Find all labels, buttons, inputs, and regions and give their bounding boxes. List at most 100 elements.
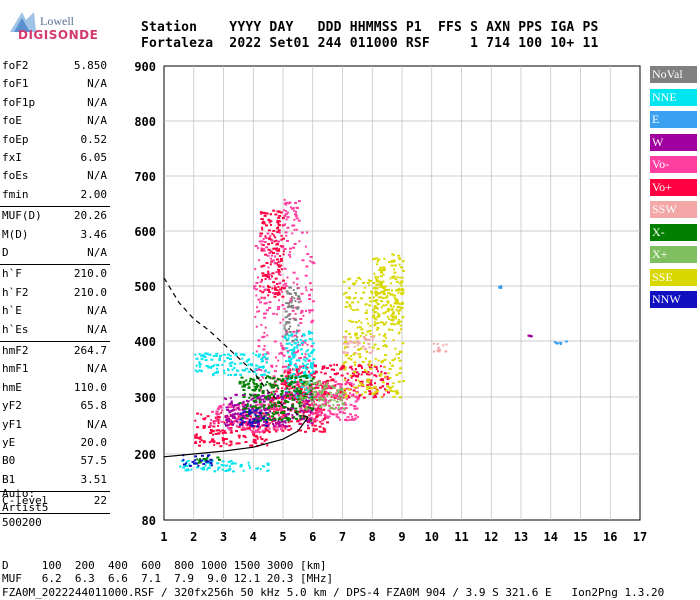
data-point [368, 351, 371, 354]
data-point [309, 374, 313, 377]
data-point [200, 459, 203, 462]
data-point [316, 392, 319, 395]
y-tick-label: 800 [134, 115, 156, 129]
data-point [262, 404, 266, 407]
data-point [343, 394, 346, 396]
data-point [370, 372, 373, 375]
data-point [266, 417, 269, 420]
data-point [212, 433, 214, 436]
data-point [231, 409, 235, 412]
digisonde-logo: Lowell DIGISONDE [4, 6, 98, 46]
data-point [308, 338, 311, 340]
param-name: D [2, 246, 9, 259]
data-point [278, 220, 281, 223]
data-point [231, 413, 235, 416]
data-point [275, 411, 277, 414]
data-point [283, 383, 287, 386]
data-point [382, 287, 386, 289]
data-point [210, 440, 213, 443]
param-separator [0, 491, 110, 493]
data-point [283, 337, 287, 340]
data-point [200, 439, 203, 442]
data-point [304, 339, 308, 342]
data-point [290, 334, 293, 337]
data-point [217, 442, 221, 445]
data-point [215, 352, 219, 355]
data-point [281, 353, 284, 356]
data-point [256, 247, 259, 250]
data-point [387, 391, 390, 394]
data-point [398, 282, 401, 285]
data-point [275, 252, 279, 255]
param-row: hmF2 264.7 [2, 344, 107, 360]
data-point [275, 271, 279, 274]
data-point [216, 442, 219, 445]
data-point [343, 412, 347, 415]
data-point [255, 394, 259, 397]
data-point [337, 389, 340, 392]
data-point [231, 368, 234, 371]
data-point [240, 415, 244, 418]
data-point [326, 380, 328, 383]
data-point [299, 395, 302, 398]
data-point [369, 300, 373, 303]
data-point [214, 355, 218, 357]
data-point [277, 405, 281, 408]
data-point [318, 397, 320, 400]
data-point [216, 408, 220, 411]
data-point [298, 387, 300, 390]
data-point [300, 375, 303, 378]
data-point [287, 202, 291, 205]
data-point [398, 331, 401, 334]
data-point [254, 421, 257, 424]
data-point [310, 352, 313, 355]
data-point [275, 247, 278, 250]
data-point [295, 413, 298, 416]
data-point [371, 392, 375, 395]
data-point [354, 414, 358, 417]
data-point [211, 429, 215, 432]
data-point [244, 403, 248, 406]
data-point [264, 235, 267, 238]
data-point [245, 405, 249, 408]
data-point [311, 377, 315, 380]
data-point [295, 366, 299, 369]
data-point [290, 397, 292, 400]
data-point [224, 438, 228, 440]
data-point [305, 265, 309, 268]
data-point [243, 435, 246, 438]
data-point [290, 427, 293, 430]
data-point [261, 412, 265, 415]
data-point [293, 353, 297, 356]
data-point [317, 380, 321, 383]
data-point [341, 389, 344, 392]
data-point [349, 355, 352, 357]
data-point [242, 407, 246, 410]
data-point [256, 425, 259, 428]
data-point [326, 395, 329, 398]
data-point [327, 392, 330, 395]
data-point [264, 413, 267, 416]
data-point [283, 214, 287, 217]
data-point [373, 314, 376, 317]
data-point [344, 401, 347, 404]
data-point [239, 413, 243, 416]
data-point [292, 246, 296, 249]
data-point [214, 371, 217, 374]
data-point [327, 409, 331, 412]
data-point [282, 279, 286, 282]
data-point [289, 369, 292, 372]
data-point [294, 396, 297, 399]
data-point [265, 412, 268, 414]
data-point [445, 343, 448, 346]
data-point [356, 397, 360, 400]
data-point [278, 401, 281, 403]
param-name: B1 [2, 472, 16, 486]
data-point [258, 389, 261, 392]
data-point [347, 388, 351, 391]
data-point [269, 384, 273, 387]
footer-muf-line: MUF 6.2 6.3 6.6 7.1 7.9 9.0 12.1 20.3 [M… [2, 572, 334, 585]
data-point [369, 381, 372, 384]
data-point [276, 283, 278, 285]
data-point [322, 427, 325, 430]
